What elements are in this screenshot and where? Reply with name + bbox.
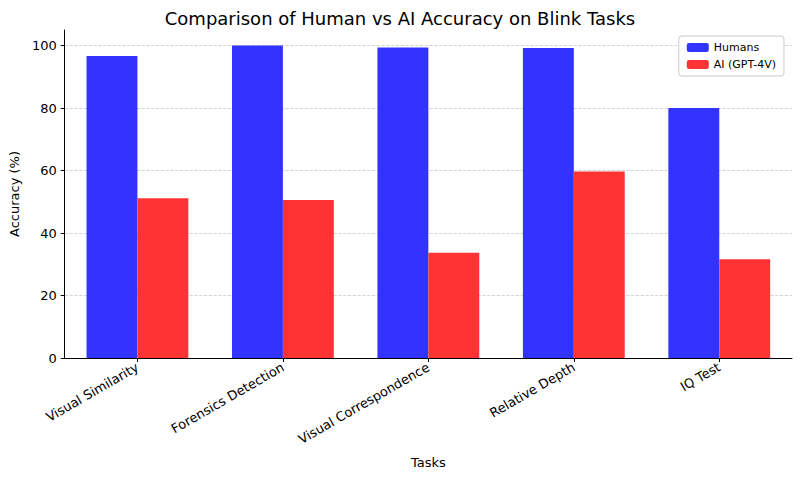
- svg-text:Accuracy (%): Accuracy (%): [7, 151, 22, 237]
- svg-text:AI (GPT-4V): AI (GPT-4V): [714, 58, 776, 71]
- svg-text:100: 100: [32, 38, 57, 53]
- svg-text:Visual Correspondence: Visual Correspondence: [296, 360, 432, 447]
- svg-text:Visual Similarity: Visual Similarity: [43, 359, 141, 424]
- svg-text:IQ Test: IQ Test: [678, 360, 723, 395]
- svg-text:0: 0: [48, 351, 56, 366]
- svg-text:60: 60: [40, 163, 57, 178]
- svg-text:80: 80: [40, 101, 57, 116]
- svg-text:Relative Depth: Relative Depth: [487, 360, 578, 421]
- svg-text:Comparison of Human vs AI Accu: Comparison of Human vs AI Accuracy on Bl…: [165, 8, 635, 29]
- svg-text:20: 20: [40, 288, 57, 303]
- svg-text:Forensics Detection: Forensics Detection: [169, 360, 287, 437]
- svg-text:Tasks: Tasks: [410, 455, 446, 470]
- svg-text:Humans: Humans: [714, 41, 760, 54]
- svg-text:40: 40: [40, 226, 57, 241]
